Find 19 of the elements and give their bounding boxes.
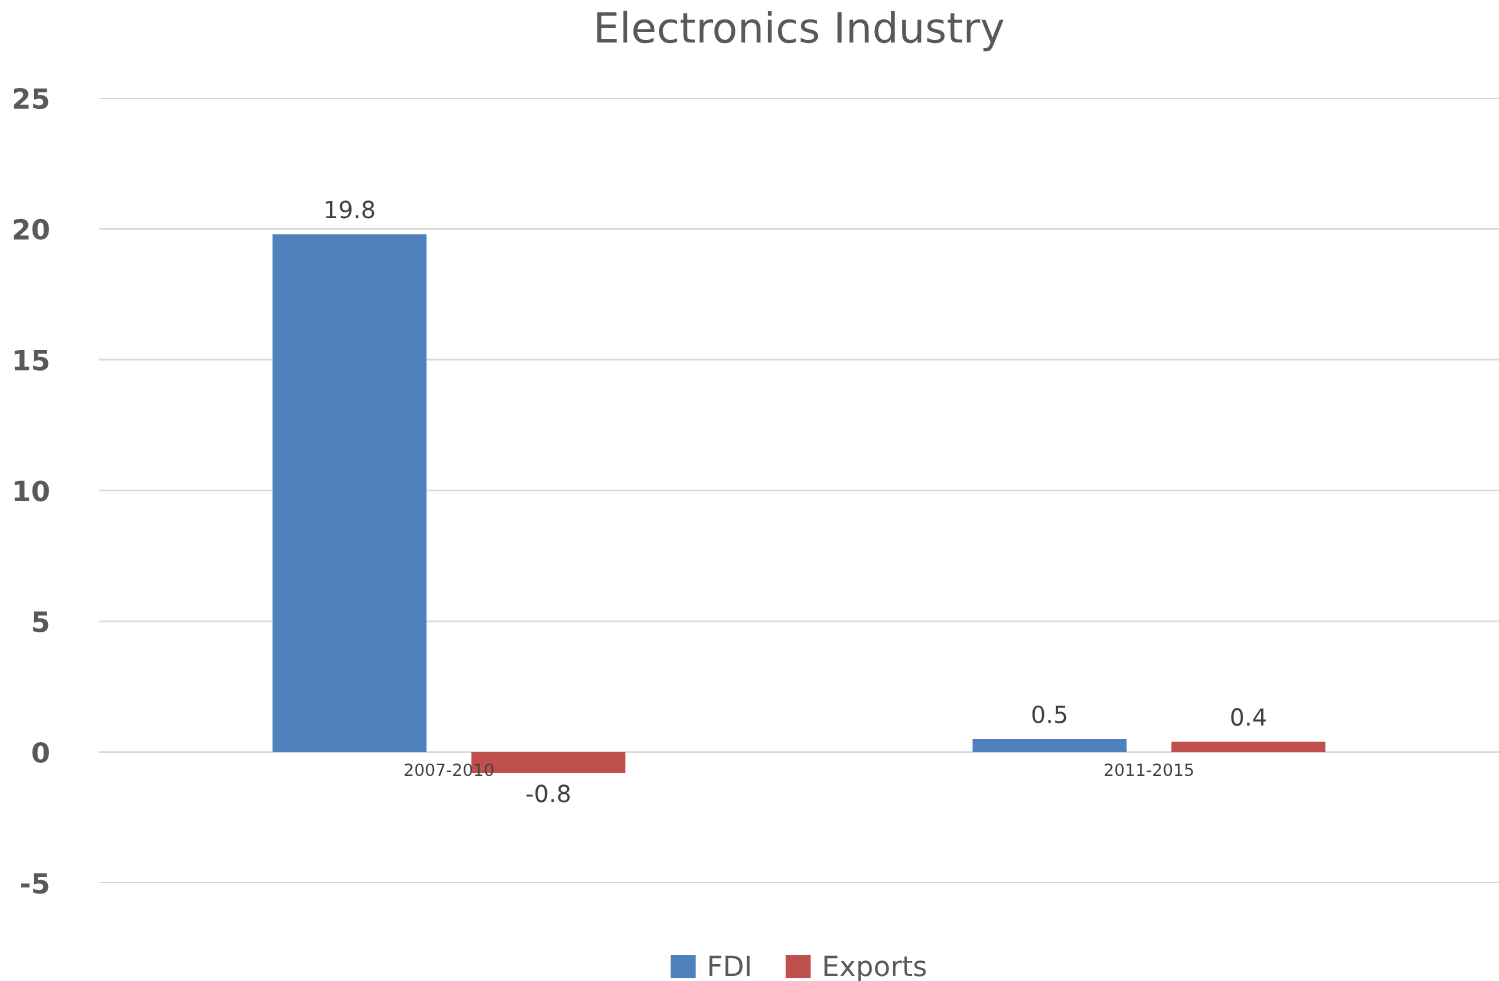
x-tick-label: 2011-2015 bbox=[1104, 763, 1193, 777]
y-tick-label: 15 bbox=[14, 350, 49, 371]
chart-title: Electronics Industry bbox=[597, 10, 1004, 52]
bar bbox=[1171, 741, 1326, 753]
legend-label: FDI bbox=[709, 955, 750, 977]
y-tick-label: 20 bbox=[13, 218, 49, 240]
y-tick-label: 5 bbox=[33, 611, 49, 633]
data-label: -0.8 bbox=[526, 784, 570, 803]
legend-label: Exports bbox=[824, 955, 926, 981]
y-tick-label: 25 bbox=[13, 88, 49, 110]
y-tick-label: -5 bbox=[20, 873, 49, 894]
y-tick-label: 0 bbox=[32, 742, 49, 764]
data-label: 0.5 bbox=[1032, 705, 1067, 724]
bar bbox=[272, 234, 427, 753]
data-label: 19.8 bbox=[325, 200, 375, 219]
y-tick-label: 10 bbox=[14, 480, 49, 502]
data-label: 0.4 bbox=[1231, 708, 1266, 726]
x-tick-label: 2007-2010 bbox=[404, 763, 494, 777]
bar bbox=[972, 739, 1127, 753]
